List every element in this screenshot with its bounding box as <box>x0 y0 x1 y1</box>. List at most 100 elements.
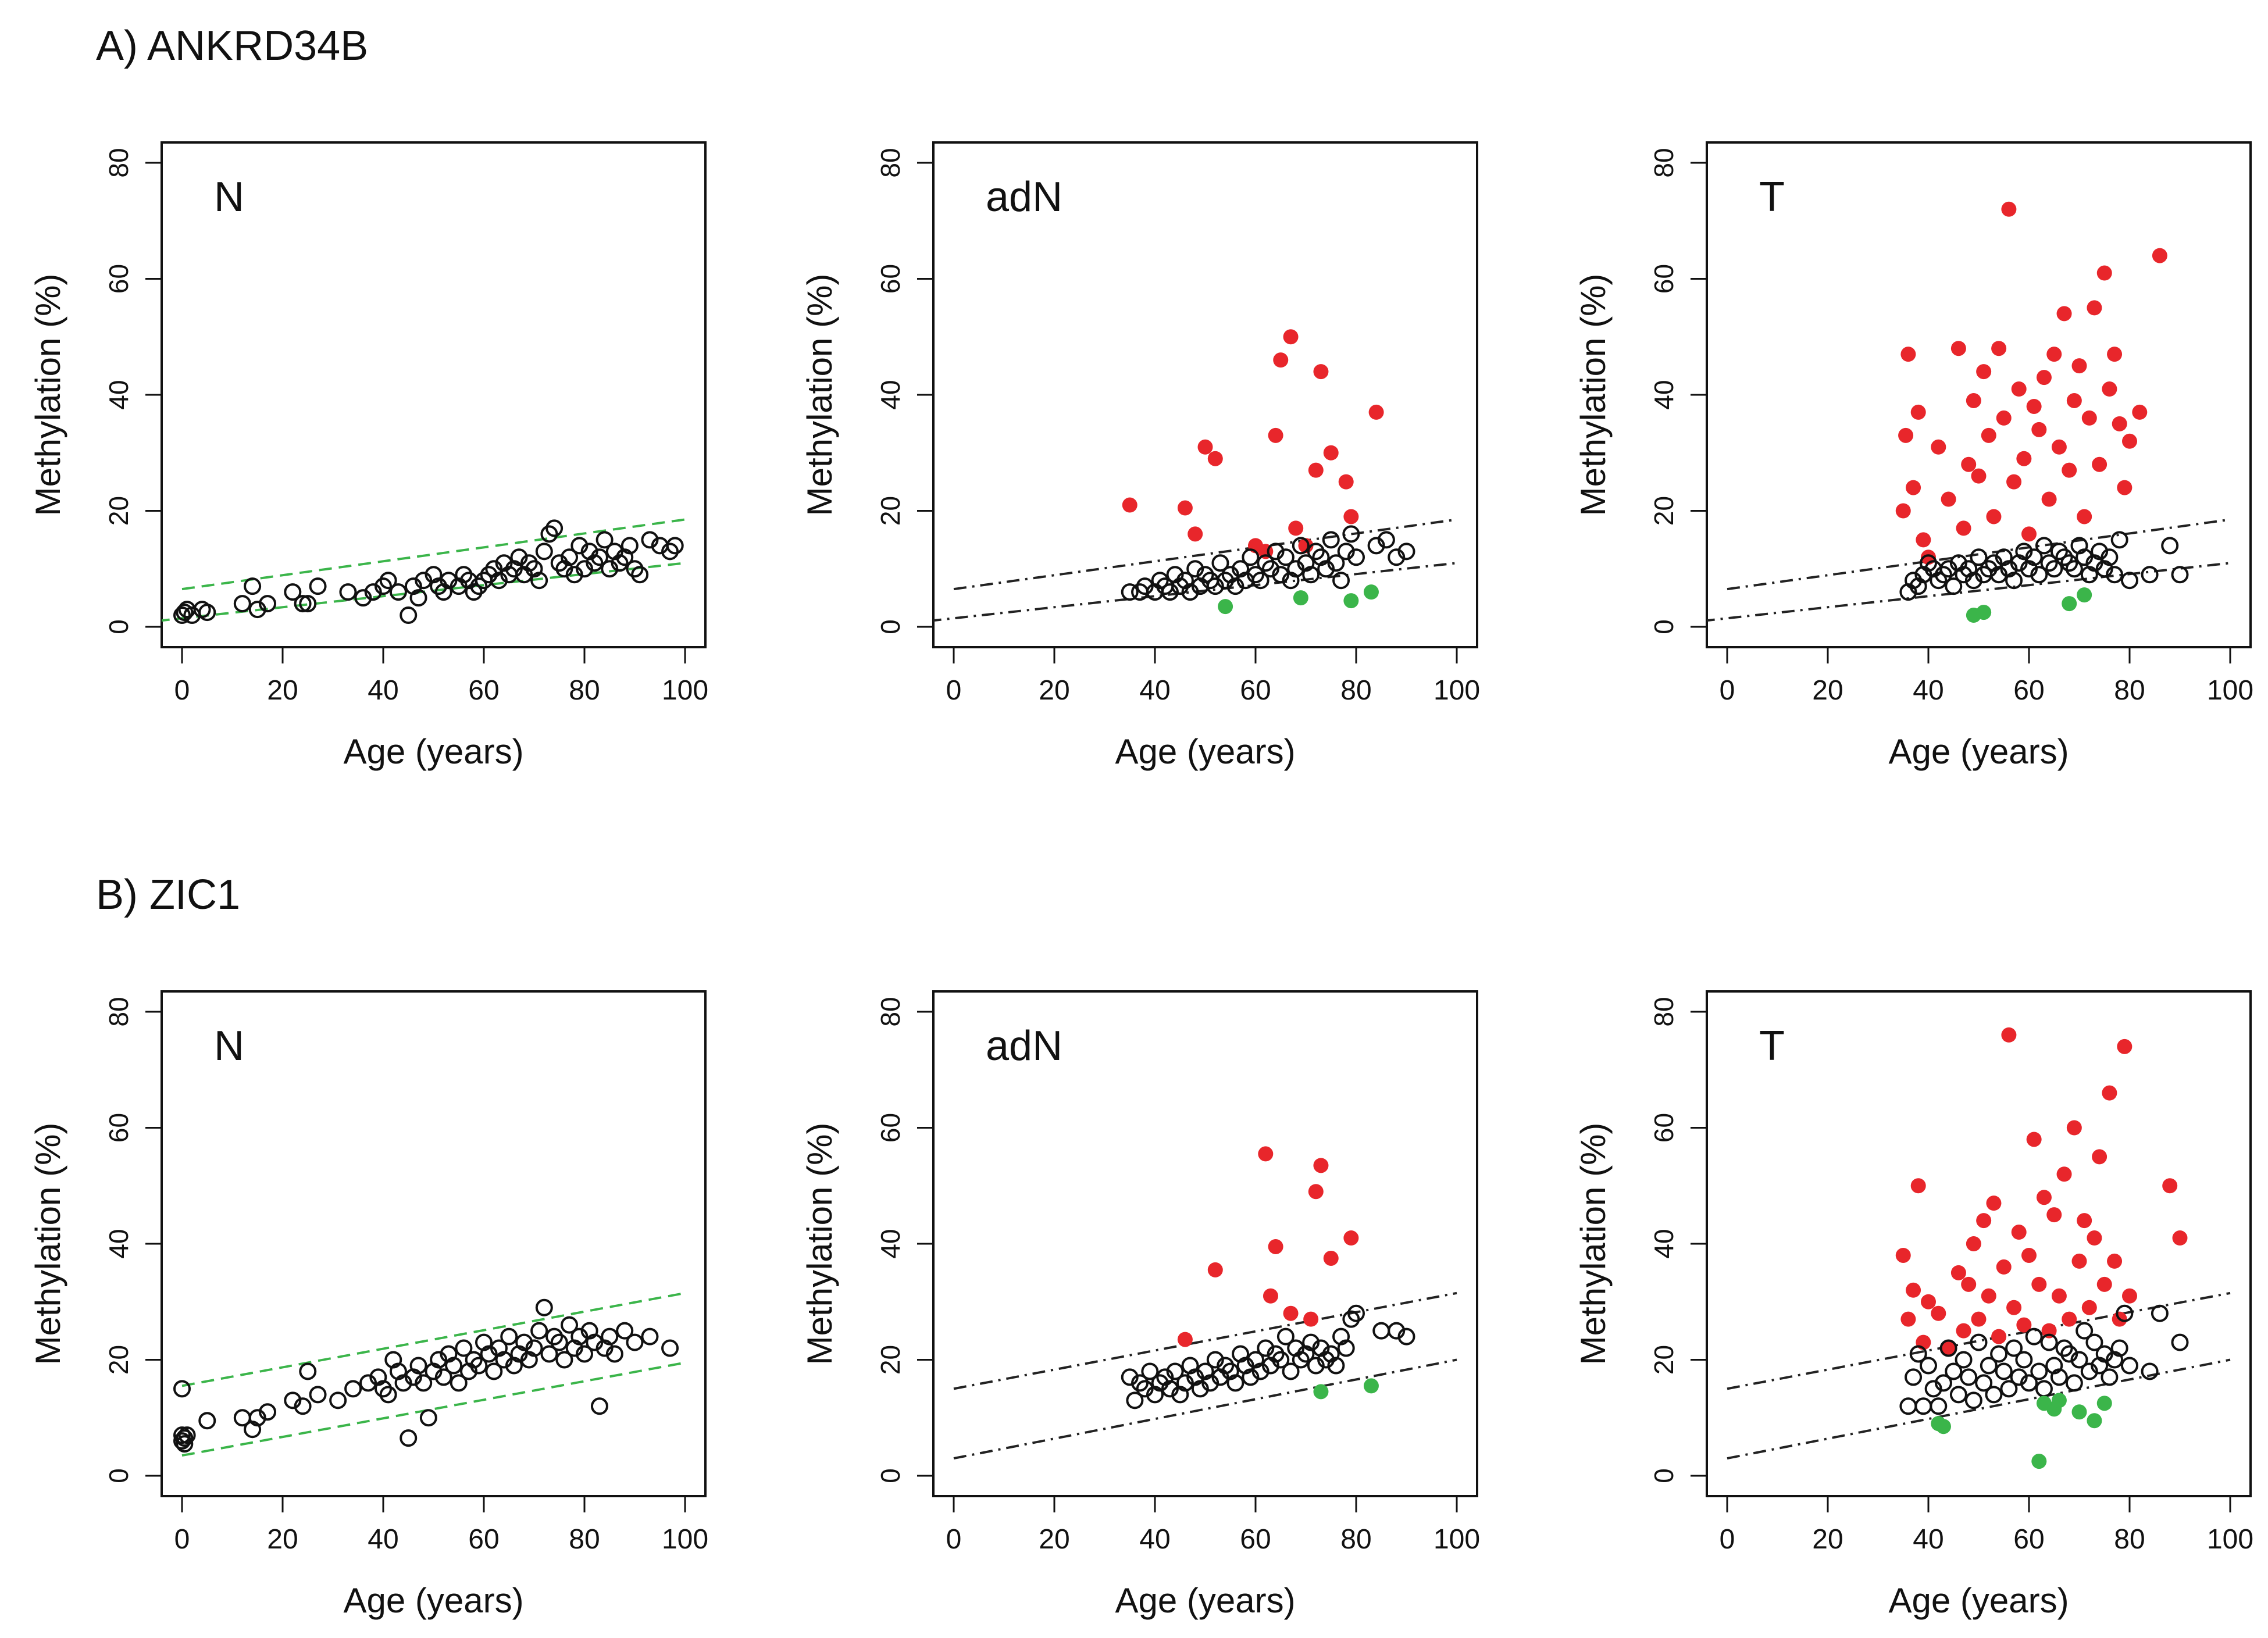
data-point-open <box>1276 548 1295 566</box>
data-point-open <box>1261 560 1279 578</box>
data-point-hypermethylated <box>2016 1317 2032 1333</box>
data-point-hypermethylated <box>1961 456 1977 472</box>
data-point-open <box>1327 1357 1345 1375</box>
data-point-open <box>525 1339 543 1357</box>
data-point-hypermethylated <box>1981 427 1996 443</box>
x-tick-label: 100 <box>1433 1524 1480 1555</box>
data-point-open <box>2025 1327 2043 1346</box>
data-point-open <box>1377 531 1395 549</box>
data-point-open <box>379 572 397 590</box>
data-point-hypermethylated <box>1273 352 1289 368</box>
panel-title: N <box>214 1023 244 1069</box>
data-point-open <box>419 1409 437 1427</box>
data-point-open <box>389 583 407 601</box>
data-point-open <box>2030 566 2048 584</box>
data-point-open <box>530 572 548 590</box>
data-point-hypermethylated <box>2077 509 2092 524</box>
x-axis-label: Age (years) <box>1115 732 1295 771</box>
data-point-hypermethylated <box>1931 439 1946 455</box>
data-point-open <box>1332 572 1350 590</box>
data-point-open <box>1257 1339 1275 1357</box>
data-point-open <box>364 583 382 601</box>
x-tick-label: 100 <box>2207 675 2253 706</box>
data-point-open <box>601 1327 619 1346</box>
data-point-open <box>1166 1362 1184 1380</box>
data-point-open <box>1899 1397 1917 1415</box>
reference-band-lower <box>933 562 1457 622</box>
data-point-hypermethylated <box>1122 497 1137 513</box>
data-point-hypermethylated <box>2081 410 2097 426</box>
data-point-open <box>1934 566 1952 584</box>
data-point-hypomethylated <box>2062 596 2077 612</box>
section-title-b: B) ZIC1 <box>96 872 241 918</box>
data-point-hypermethylated <box>2087 300 2102 316</box>
data-point-hypermethylated <box>2036 370 2052 386</box>
data-point-open <box>1211 554 1229 572</box>
y-axis-label: Methylation (%) <box>1574 1123 1613 1365</box>
panel-title: T <box>1759 1023 1785 1069</box>
y-axis-label: Methylation (%) <box>800 1123 839 1365</box>
panel-6: 0 20 40 60 80 100 0 20 40 60 80 Age (years) Methylat… <box>1574 990 2253 1620</box>
data-point-hypermethylated <box>2107 347 2123 362</box>
data-point-open <box>2106 566 2124 584</box>
data-point-hypermethylated <box>2117 480 2133 495</box>
data-point-hypermethylated <box>1961 1276 1977 1292</box>
y-axis-label: Methylation (%) <box>1574 274 1613 516</box>
data-point-hypermethylated <box>1910 1178 1926 1194</box>
data-point-hypermethylated <box>2162 1178 2178 1194</box>
data-point-open <box>2035 1380 2053 1398</box>
data-point-hypermethylated <box>1288 520 1304 536</box>
data-point-open <box>1287 560 1305 578</box>
data-point-hypermethylated <box>1177 1332 1193 1347</box>
data-point-open <box>2005 572 2023 590</box>
data-point-hypermethylated <box>1986 1196 2002 1211</box>
data-point-open <box>176 604 194 622</box>
data-point-hypermethylated <box>1976 364 1992 380</box>
x-tick-label: 100 <box>1433 675 1480 706</box>
data-point-open <box>500 1327 518 1346</box>
data-point-open <box>2040 554 2058 572</box>
data-point-hypermethylated <box>1966 392 1981 408</box>
y-tick-label: 20 <box>104 496 134 526</box>
data-point-open <box>284 583 302 601</box>
data-point-open <box>375 577 392 595</box>
x-tick-label: 0 <box>1720 1524 1735 1555</box>
data-point-hypermethylated <box>1263 1288 1278 1304</box>
plot-frame <box>1706 141 2252 648</box>
y-tick-label: 20 <box>875 496 905 526</box>
data-point-open <box>1276 1327 1295 1346</box>
x-tick-label: 20 <box>267 675 298 706</box>
data-point-hypermethylated <box>1207 1262 1223 1277</box>
reference-band-lower <box>181 1361 686 1457</box>
data-point-open <box>1141 1362 1159 1380</box>
data-point-open <box>1257 554 1275 572</box>
data-point-open <box>2060 554 2078 572</box>
reference-band-upper <box>1727 1291 2231 1390</box>
data-point-hypermethylated <box>2066 392 2082 408</box>
data-point-open <box>1342 1310 1360 1328</box>
data-point-open <box>1191 1380 1209 1398</box>
data-point-open <box>530 1322 548 1340</box>
data-point-open <box>2050 1368 2068 1386</box>
data-point-open <box>621 537 639 555</box>
x-tick-label: 100 <box>662 1524 708 1555</box>
data-point-hypermethylated <box>2081 1300 2097 1315</box>
data-point-hypermethylated <box>1898 427 1914 443</box>
data-point-hypermethylated <box>1996 410 2012 426</box>
data-point-open <box>595 531 614 549</box>
data-point-open <box>450 1374 468 1392</box>
data-point-open <box>440 572 458 590</box>
data-point-open <box>2101 1368 2119 1386</box>
data-point-open <box>1995 1362 2013 1380</box>
data-point-hypermethylated <box>2092 1149 2107 1165</box>
y-tick-label: 80 <box>1649 997 1679 1026</box>
x-tick-label: 60 <box>468 675 499 706</box>
data-point-hypermethylated <box>1268 427 1283 443</box>
data-point-open <box>339 583 357 601</box>
data-point-hypermethylated <box>2122 1288 2137 1304</box>
data-point-open <box>1975 1374 1993 1392</box>
y-tick-label: 0 <box>875 619 905 634</box>
y-tick-label: 0 <box>1649 1468 1679 1483</box>
data-point-open <box>344 1380 362 1398</box>
